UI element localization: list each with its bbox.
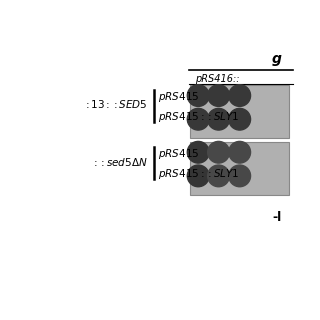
Text: pRS416::: pRS416:: xyxy=(195,74,239,84)
FancyBboxPatch shape xyxy=(190,85,289,138)
Circle shape xyxy=(229,108,251,130)
Circle shape xyxy=(208,141,229,163)
Text: $\it{pRS415}$: $\it{pRS415}$ xyxy=(158,90,199,104)
Circle shape xyxy=(187,85,209,107)
Circle shape xyxy=(208,85,229,107)
Text: $\it{::sed5\Delta N}$: $\it{::sed5\Delta N}$ xyxy=(91,156,148,168)
Circle shape xyxy=(187,165,209,187)
Text: g: g xyxy=(272,52,282,66)
Circle shape xyxy=(208,108,229,130)
Circle shape xyxy=(208,165,229,187)
Text: $\it{pRS415::}$$\bf{\it{SLY1}}$: $\it{pRS415::}$$\bf{\it{SLY1}}$ xyxy=(158,110,239,124)
Circle shape xyxy=(187,141,209,163)
Text: $\it{:13::SED5}$: $\it{:13::SED5}$ xyxy=(83,98,148,110)
Text: $\it{pRS415}$: $\it{pRS415}$ xyxy=(158,147,199,161)
FancyBboxPatch shape xyxy=(190,142,289,195)
Text: -l: -l xyxy=(273,211,282,224)
Circle shape xyxy=(229,165,251,187)
Text: $\it{pRS415::}$$\bf{\it{SLY1}}$: $\it{pRS415::}$$\bf{\it{SLY1}}$ xyxy=(158,166,239,180)
Circle shape xyxy=(187,108,209,130)
Circle shape xyxy=(229,85,251,107)
Circle shape xyxy=(229,141,251,163)
